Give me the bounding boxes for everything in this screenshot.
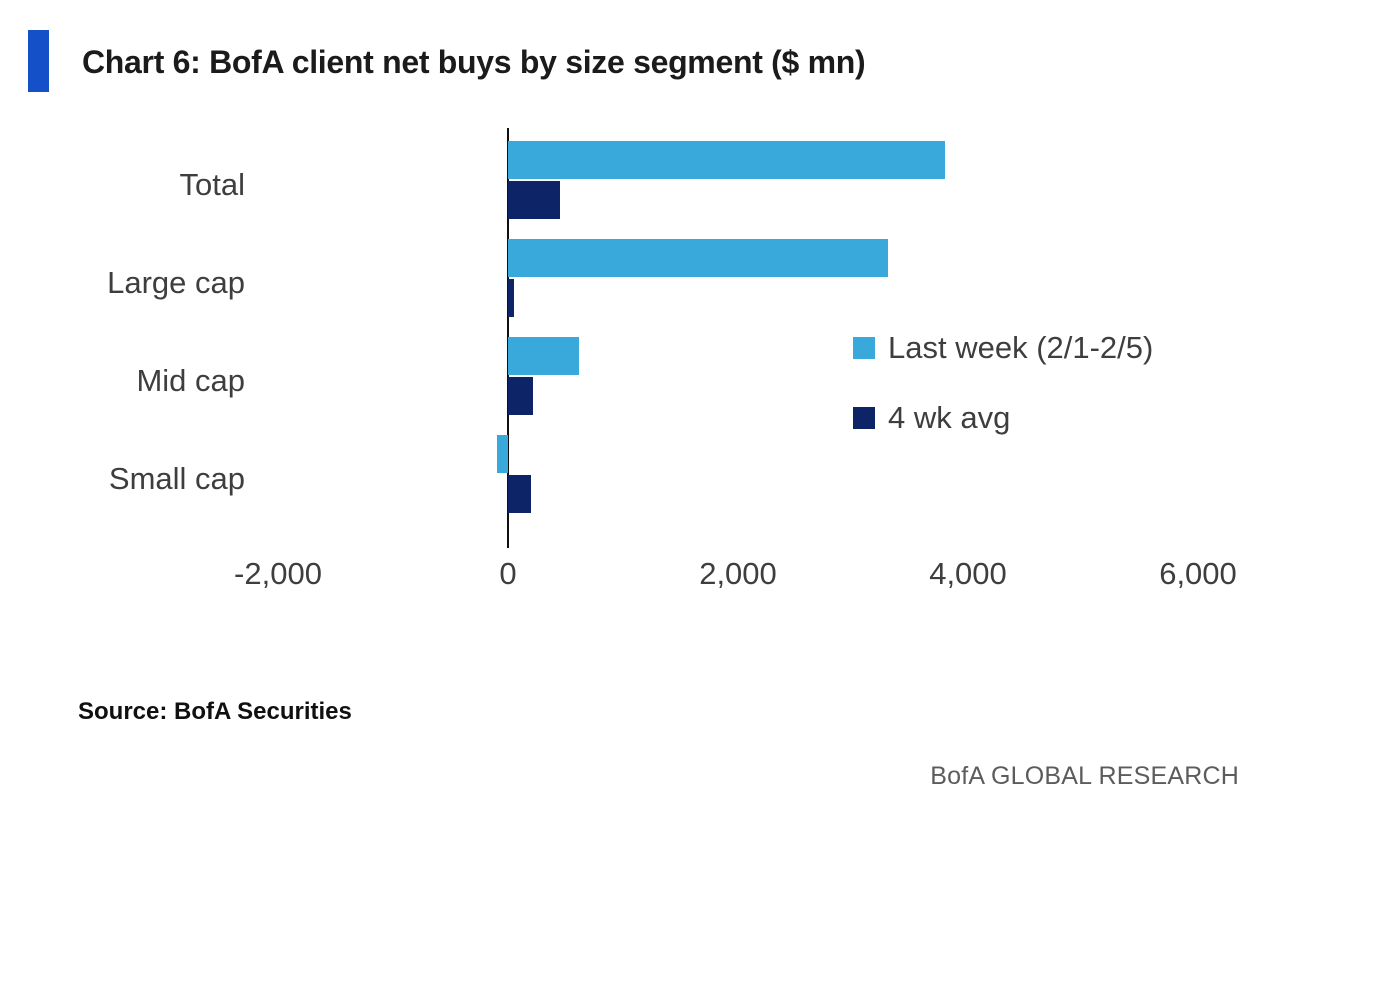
legend-label-4wk-avg: 4 wk avg bbox=[888, 400, 1011, 435]
x-tick-4-000: 4,000 bbox=[929, 556, 1007, 591]
source-note: Source: BofA Securities bbox=[78, 698, 352, 725]
legend-swatch-last-week bbox=[853, 337, 875, 359]
bar-4-wk-avg-total bbox=[508, 181, 560, 219]
bar-last-week-2-1-2-5-mid-cap bbox=[508, 337, 580, 375]
chart-title: Chart 6: BofA client net buys by size se… bbox=[82, 44, 866, 80]
legend-label-last-week: Last week (2/1-2/5) bbox=[888, 330, 1154, 365]
legend-swatch-4wk-avg bbox=[853, 407, 875, 429]
legend-item-4wk-avg: 4 wk avg bbox=[853, 400, 1153, 436]
x-tick-2-000: -2,000 bbox=[234, 556, 322, 591]
category-label-total: Total bbox=[179, 167, 245, 202]
x-tick-0: 0 bbox=[499, 556, 517, 591]
bar-4-wk-avg-large-cap bbox=[508, 279, 514, 317]
bar-last-week-2-1-2-5-small-cap bbox=[496, 435, 508, 473]
bar-4-wk-avg-small-cap bbox=[508, 475, 531, 513]
bar-last-week-2-1-2-5-large-cap bbox=[508, 239, 888, 277]
category-label-mid-cap: Mid cap bbox=[136, 363, 245, 398]
category-label-small-cap: Small cap bbox=[108, 461, 245, 496]
legend-item-last-week: Last week (2/1-2/5) bbox=[853, 330, 1153, 366]
x-tick-2-000: 2,000 bbox=[699, 556, 777, 591]
bar-last-week-2-1-2-5-total bbox=[508, 141, 945, 179]
x-tick-6-000: 6,000 bbox=[1159, 556, 1237, 591]
bar-chart: Last week (2/1-2/5) 4 wk avg Total Large … bbox=[0, 128, 1382, 608]
bar-4-wk-avg-mid-cap bbox=[508, 377, 534, 415]
title-accent-bar bbox=[28, 30, 49, 92]
branding-text: BofA GLOBAL RESEARCH bbox=[930, 762, 1239, 790]
legend: Last week (2/1-2/5) 4 wk avg bbox=[853, 330, 1153, 436]
category-label-large-cap: Large cap bbox=[107, 265, 245, 300]
